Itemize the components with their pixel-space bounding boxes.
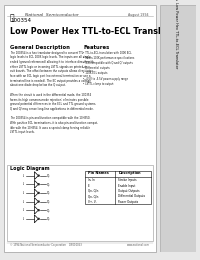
Text: terminated line is needed). The EC output provides a voltage: terminated line is needed). The EC outpu…	[10, 79, 91, 83]
Text: LSTTL input levels.: LSTTL input levels.	[10, 131, 35, 134]
Text: 100354: 100354	[10, 18, 31, 23]
Text: The 100354 is pin-and-function compatible with the 10H350.: The 100354 is pin-and-function compatibl…	[10, 116, 90, 120]
Text: Ⓝ: Ⓝ	[10, 13, 15, 22]
Text: either LSTTL logic or incoming LSTTL signals on printed cir-: either LSTTL logic or incoming LSTTL sig…	[10, 65, 88, 69]
Text: E: E	[88, 184, 89, 187]
Text: Q₂: Q₂	[47, 191, 50, 195]
Text: • Meets 100K performance specifications: • Meets 100K performance specifications	[83, 56, 134, 60]
Text: Description: Description	[119, 171, 141, 175]
Text: Pin Names: Pin Names	[88, 171, 109, 175]
Text: Enable Input: Enable Input	[118, 184, 135, 187]
Text: • 100K ECL outputs: • 100K ECL outputs	[83, 72, 107, 75]
Text: ended (ground referenced) allowing it to interface directly with: ended (ground referenced) allowing it to…	[10, 60, 94, 64]
Text: ground-potential differences in the ECL and TTL ground systems.: ground-potential differences in the ECL …	[10, 102, 96, 106]
Text: Strobe Inputs: Strobe Inputs	[118, 178, 136, 182]
Text: National  Semiconductor: National Semiconductor	[25, 13, 79, 17]
Text: • LSTTL clamp to output: • LSTTL clamp to output	[83, 82, 114, 86]
Text: Output Outputs: Output Outputs	[118, 189, 140, 193]
Text: I₂: I₂	[23, 217, 25, 221]
Bar	[85, 171, 151, 204]
Text: August 1994: August 1994	[128, 13, 148, 17]
Text: • TTL-compatible with Q and Q/ outputs: • TTL-compatible with Q and Q/ outputs	[83, 61, 133, 65]
Text: © 1994 National Semiconductor Corporation    DS010053: © 1994 National Semiconductor Corporatio…	[10, 243, 82, 247]
Text: cuit boards. The offset between the outputs allows direct inter-: cuit boards. The offset between the outp…	[10, 69, 94, 73]
Bar	[7, 165, 153, 241]
Text: I₂: I₂	[23, 208, 25, 212]
Text: Q₂: Q₂	[47, 217, 50, 221]
Text: Power Outputs: Power Outputs	[118, 200, 138, 204]
Text: www.national.com: www.national.com	[127, 243, 150, 247]
Text: Qn, Q/n: Qn, Q/n	[88, 194, 98, 198]
Text: General Description: General Description	[10, 45, 70, 50]
Text: forms its high common-mode rejection; eliminates possible: forms its high common-mode rejection; el…	[10, 98, 89, 102]
Text: The 100354 is a hex translator designed to convert TTL: The 100354 is a hex translator designed …	[10, 51, 83, 55]
Text: Low Power Hex TTL-to-ECL Translator: Low Power Hex TTL-to-ECL Translator	[10, 28, 180, 36]
Text: Qn, Q/n: Qn, Q/n	[88, 189, 98, 193]
Text: Logic Diagram: Logic Diagram	[10, 166, 50, 171]
Text: V+, V-: V+, V-	[88, 200, 96, 204]
Text: I₂: I₂	[23, 191, 25, 195]
Text: face with an ECL logic port (no external termination or use a: face with an ECL logic port (no external…	[10, 74, 91, 78]
Text: I₂: I₂	[23, 174, 25, 178]
Text: Features: Features	[83, 45, 109, 50]
Text: • -4.5V to -5.5V power-supply range: • -4.5V to -5.5V power-supply range	[83, 77, 128, 81]
Text: • Differential outputs: • Differential outputs	[83, 66, 110, 70]
Text: Q₂: Q₂	[47, 208, 50, 212]
Text: 5962-9153001MXA  Low Power Hex TTL-to-ECL Translator: 5962-9153001MXA Low Power Hex TTL-to-ECL…	[174, 0, 178, 69]
Text: When the circuit is used in the differential mode, the 100354: When the circuit is used in the differen…	[10, 93, 91, 97]
Text: Q₂: Q₂	[47, 174, 50, 178]
Text: about one diode drop below the Q output.: about one diode drop below the Q output.	[10, 83, 66, 88]
Text: In, In: In, In	[88, 178, 94, 182]
Text: • TTL-to-ECL translation with 100K ECL: • TTL-to-ECL translation with 100K ECL	[83, 51, 132, 55]
Text: ible with the 10H354. It uses a special clamp forcing reliable: ible with the 10H354. It uses a special …	[10, 126, 90, 130]
Text: Q₂: Q₂	[47, 200, 50, 204]
Text: Q₂: Q₂	[47, 182, 50, 186]
Text: I₂: I₂	[23, 182, 25, 186]
Text: With positive ECL terminations, it is also pin-and-function compat-: With positive ECL terminations, it is al…	[10, 121, 98, 125]
Text: Differential Outputs: Differential Outputs	[118, 194, 145, 198]
Text: Q and Q/ may sense long-line applications in differential mode.: Q and Q/ may sense long-line application…	[10, 107, 94, 111]
Text: logic levels to ECL 100K logic levels. The inputs are all single: logic levels to ECL 100K logic levels. T…	[10, 55, 91, 59]
Text: I₂: I₂	[23, 200, 25, 204]
